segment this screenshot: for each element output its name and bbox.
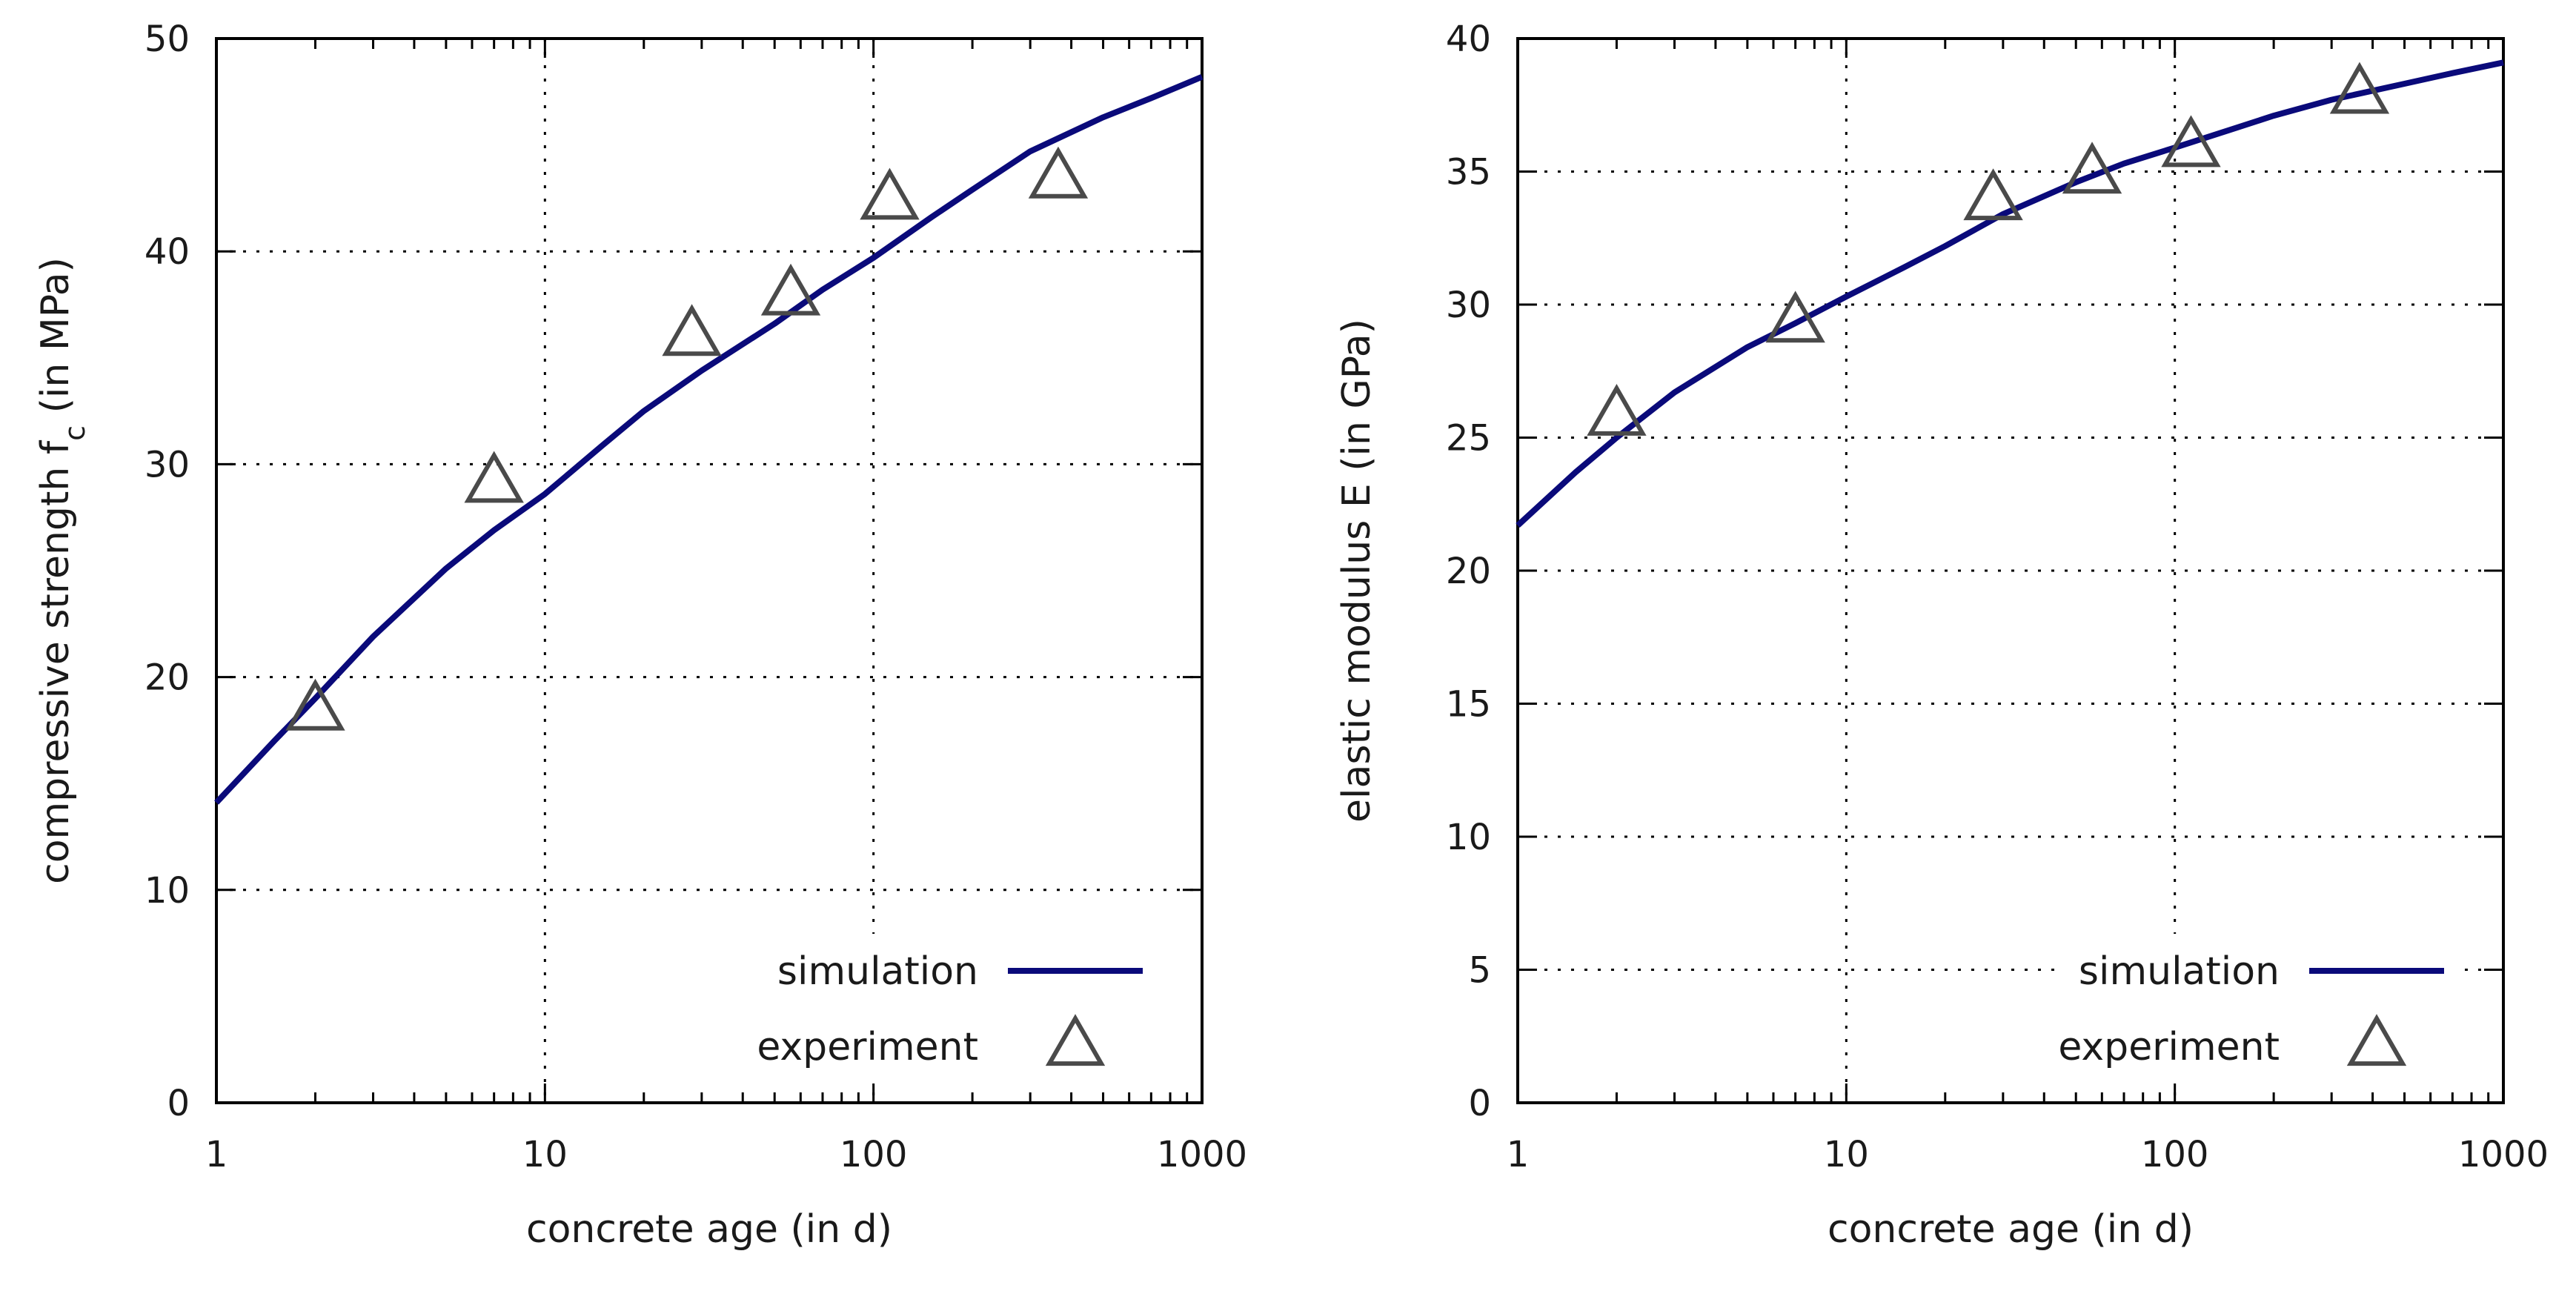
experiment-marker <box>760 263 821 316</box>
x-tick-label: 1 <box>205 1134 228 1175</box>
legend-background <box>2057 934 2459 1083</box>
legend-background <box>756 934 1158 1083</box>
y-tick-label: 25 <box>1446 418 1491 459</box>
experiment-marker <box>860 167 920 220</box>
experiment-marker <box>2161 115 2221 167</box>
simulation-line <box>214 74 1204 805</box>
experiment-marker <box>285 678 345 731</box>
x-axis-label: concrete age (in d) <box>1828 1207 2194 1252</box>
experiment-marker <box>662 304 722 356</box>
chart-panel-2: 1 10 100 1000 0 5 10 15 20 25 30 35 40 concrete age (… <box>1335 19 2549 1252</box>
y-tick-label: 40 <box>1446 19 1491 60</box>
y-tick-label: 15 <box>1446 684 1491 726</box>
experiment-marker <box>1765 291 1825 343</box>
x-tick-label: 1000 <box>1157 1134 1247 1175</box>
y-tick-label: 0 <box>167 1083 190 1124</box>
legend-label-experiment: experiment <box>757 1025 978 1069</box>
experiment-marker <box>2329 62 2390 114</box>
x-tick-label: 100 <box>840 1134 908 1175</box>
y-tick-label: 40 <box>145 231 190 273</box>
y-tick-label: 30 <box>1446 285 1491 326</box>
legend-swatch-experiment <box>1045 1014 1106 1066</box>
legend-swatch-experiment <box>2346 1014 2407 1066</box>
y-tick-label: 50 <box>145 19 190 60</box>
experiment-marker <box>2062 142 2122 194</box>
y-tick-label: 30 <box>145 444 190 485</box>
y-tick-label: 5 <box>1468 950 1491 992</box>
y-tick-label: 0 <box>1468 1083 1491 1124</box>
legend-label-experiment: experiment <box>2058 1025 2280 1069</box>
legend-label-simulation: simulation <box>777 949 978 994</box>
x-tick-label: 100 <box>2141 1134 2209 1175</box>
y-tick-label: 20 <box>1446 551 1491 592</box>
simulation-line <box>1516 59 2504 528</box>
y-axis-label: compressive strength fc (in MPa) <box>33 257 91 884</box>
y-tick-label: 10 <box>145 870 190 912</box>
experiment-marker <box>1963 168 2023 221</box>
y-axis-label: elastic modulus E (in GPa) <box>1335 319 1379 823</box>
x-axis-label: concrete age (in d) <box>526 1207 892 1252</box>
experiment-marker <box>1028 146 1089 199</box>
x-tick-label: 1000 <box>2458 1134 2549 1175</box>
y-tick-label: 20 <box>145 657 190 699</box>
chart-panel-1: 1 10 100 1000 0 10 20 30 40 50 concrete age (in d)… <box>33 19 1247 1252</box>
x-tick-label: 10 <box>1824 1134 1869 1175</box>
legend-label-simulation: simulation <box>2079 949 2280 994</box>
y-tick-label: 35 <box>1446 152 1491 193</box>
x-tick-label: 1 <box>1507 1134 1530 1175</box>
y-tick-label: 10 <box>1446 817 1491 858</box>
experiment-marker <box>1587 384 1647 436</box>
x-tick-label: 10 <box>522 1134 568 1175</box>
plot-frame <box>215 37 1204 1104</box>
experiment-marker <box>464 451 524 503</box>
